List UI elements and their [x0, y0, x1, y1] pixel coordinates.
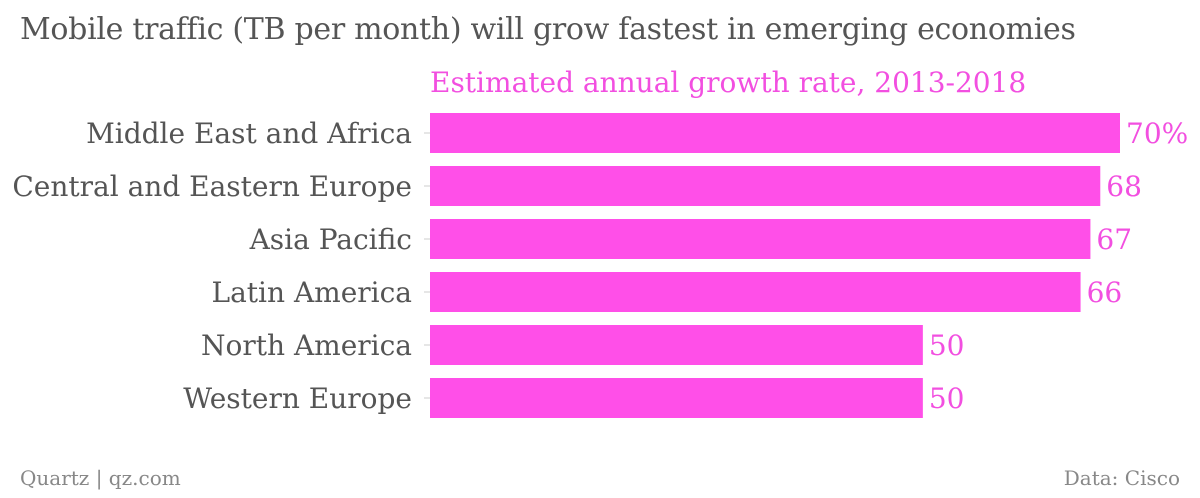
series-label: Estimated annual growth rate, 2013-2018 [430, 66, 1026, 99]
category-label: Asia Pacific [249, 223, 412, 256]
category-label: Central and Eastern Europe [12, 170, 412, 203]
value-label: 67 [1096, 223, 1132, 256]
bar [430, 113, 1120, 153]
bar [430, 219, 1091, 259]
bar [430, 378, 923, 418]
chart-title: Mobile traffic (TB per month) will grow … [20, 12, 1076, 47]
category-label: Latin America [212, 276, 412, 309]
value-label: 66 [1087, 276, 1123, 309]
value-label: 70% [1126, 117, 1188, 150]
category-label: Middle East and Africa [86, 117, 412, 150]
bar [430, 325, 923, 365]
category-label: North America [201, 329, 412, 362]
bar [430, 166, 1101, 206]
value-label: 50 [929, 382, 965, 415]
footer-source-right: Data: Cisco [1063, 466, 1180, 490]
value-label: 50 [929, 329, 965, 362]
footer-source-left: Quartz | qz.com [20, 466, 181, 490]
value-label: 68 [1106, 170, 1142, 203]
bar [430, 272, 1081, 312]
category-label: Western Europe [183, 382, 412, 415]
